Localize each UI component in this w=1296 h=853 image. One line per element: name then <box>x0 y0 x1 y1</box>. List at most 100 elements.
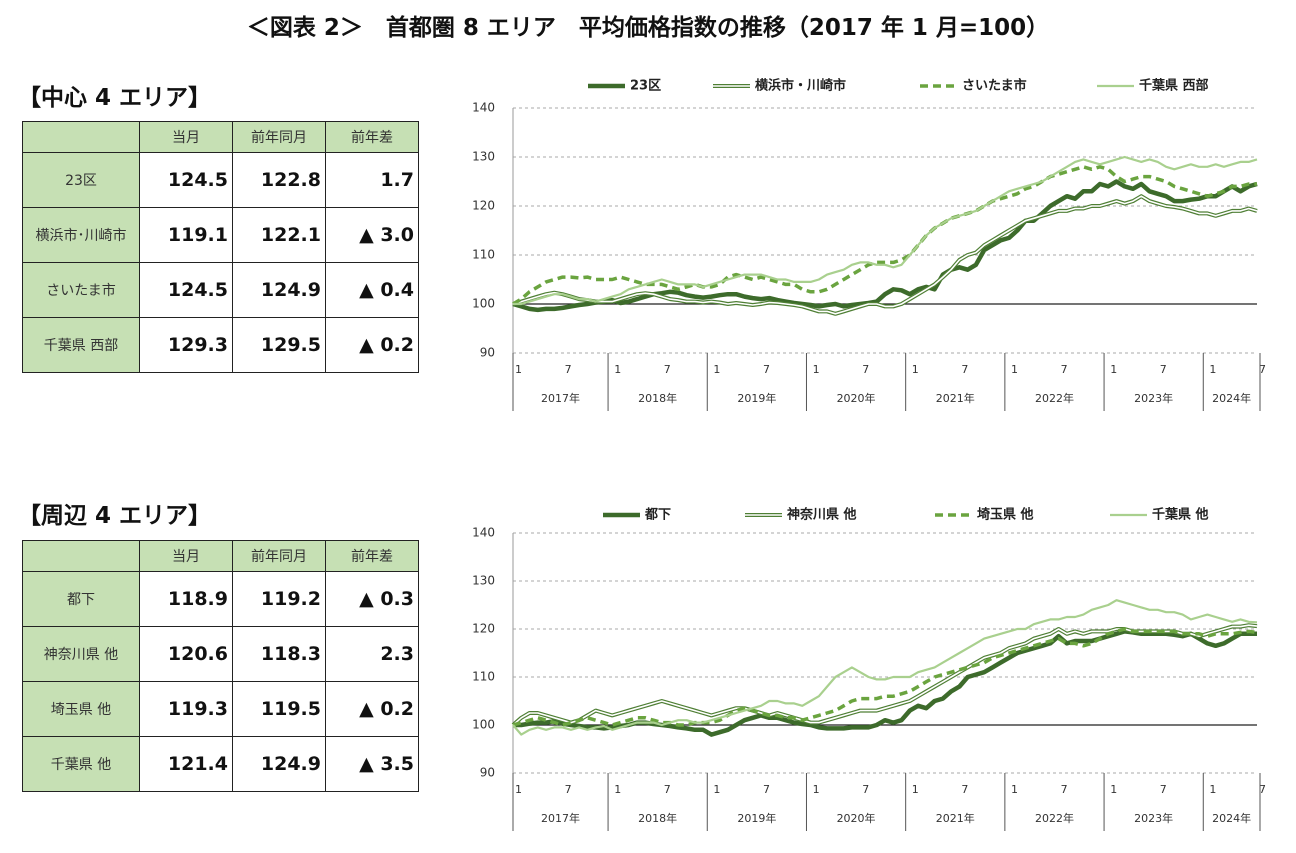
y-tick-label: 130 <box>472 574 495 588</box>
series-line <box>512 627 1258 727</box>
year-label: 2018年 <box>638 391 677 405</box>
cell: ▲ 0.4 <box>325 262 419 318</box>
cell: ▲ 0.3 <box>325 571 419 627</box>
y-tick-label: 110 <box>472 248 495 262</box>
x-tick-label: 7 <box>565 783 572 796</box>
header-cell <box>22 540 140 572</box>
x-tick-label: 1 <box>713 783 720 796</box>
legend-label: 千葉県 西部 <box>1139 78 1209 94</box>
data-table: 当月 前年同月 前年差 都下 118.9 119.2 ▲ 0.3 神奈川県 他 120.6 118… <box>22 540 419 792</box>
y-tick-label: 130 <box>472 150 495 164</box>
cell: 124.9 <box>232 736 326 792</box>
year-label: 2019年 <box>737 391 776 405</box>
row-label: 神奈川県 他 <box>22 626 140 682</box>
year-label: 2021年 <box>936 811 975 825</box>
year-label: 2018年 <box>638 811 677 825</box>
data-table: 当月 前年同月 前年差 23区 124.5 122.8 1.7 横浜市･川崎市 119.1 122… <box>22 121 419 373</box>
y-tick-label: 110 <box>472 670 495 684</box>
y-tick-label: 140 <box>472 101 495 115</box>
x-tick-label: 1 <box>813 363 820 376</box>
x-tick-label: 1 <box>713 363 720 376</box>
table-row: 千葉県 西部 129.3 129.5 ▲ 0.2 <box>22 317 419 373</box>
x-tick-label: 7 <box>763 363 770 376</box>
legend-label: 神奈川県 他 <box>787 507 857 523</box>
x-tick-label: 1 <box>1011 363 1018 376</box>
x-tick-label: 1 <box>912 783 919 796</box>
y-tick-label: 90 <box>480 766 495 780</box>
year-label: 2019年 <box>737 811 776 825</box>
header-cell: 前年差 <box>325 121 419 153</box>
series-line <box>513 629 1257 737</box>
x-tick-label: 7 <box>961 783 968 796</box>
header-cell: 前年差 <box>325 540 419 572</box>
year-label: 2024年 <box>1212 811 1251 825</box>
year-label: 2022年 <box>1035 811 1074 825</box>
x-tick-label: 1 <box>813 783 820 796</box>
x-tick-label: 7 <box>862 783 869 796</box>
cell: ▲ 3.5 <box>325 736 419 792</box>
row-label: 横浜市･川崎市 <box>22 207 140 263</box>
legend-label: 横浜市・川崎市 <box>755 78 846 94</box>
year-label: 2020年 <box>837 391 876 405</box>
year-label: 2024年 <box>1212 391 1251 405</box>
year-label: 2023年 <box>1134 391 1173 405</box>
series-line <box>512 165 1257 306</box>
header-cell: 当月 <box>139 540 233 572</box>
legend-label: 23区 <box>630 79 661 94</box>
x-tick-label: 1 <box>1209 363 1216 376</box>
x-tick-label: 7 <box>1259 783 1266 796</box>
cell: 1.7 <box>325 152 419 208</box>
cell: 124.5 <box>139 262 233 318</box>
x-tick-label: 7 <box>1160 363 1167 376</box>
x-tick-label: 1 <box>1110 363 1117 376</box>
y-tick-label: 90 <box>480 346 495 360</box>
legend-label: 都下 <box>644 507 671 523</box>
cell: 129.3 <box>139 317 233 373</box>
cell: 119.5 <box>232 681 326 737</box>
series-line <box>512 179 1258 313</box>
x-tick-label: 7 <box>1061 363 1068 376</box>
x-tick-label: 7 <box>664 783 671 796</box>
x-tick-label: 1 <box>515 363 522 376</box>
x-tick-label: 1 <box>1011 783 1018 796</box>
table-row: 横浜市･川崎市 119.1 122.1 ▲ 3.0 <box>22 207 419 263</box>
table-row: 神奈川県 他 120.6 118.3 2.3 <box>22 626 419 682</box>
year-label: 2021年 <box>936 391 975 405</box>
x-tick-label: 1 <box>614 363 621 376</box>
table-row: 都下 118.9 119.2 ▲ 0.3 <box>22 571 419 627</box>
cell: 118.9 <box>139 571 233 627</box>
table-row: 埼玉県 他 119.3 119.5 ▲ 0.2 <box>22 681 419 737</box>
y-tick-label: 120 <box>472 199 495 213</box>
x-tick-label: 1 <box>1110 783 1117 796</box>
table-row: さいたま市 124.5 124.9 ▲ 0.4 <box>22 262 419 318</box>
row-label: 千葉県 他 <box>22 736 140 792</box>
x-tick-label: 7 <box>664 363 671 376</box>
header-row: 当月 前年同月 前年差 <box>22 540 419 572</box>
cell: 119.2 <box>232 571 326 627</box>
legend-label: 千葉県 他 <box>1152 507 1209 523</box>
table-row: 23区 124.5 122.8 1.7 <box>22 152 419 208</box>
series-line <box>512 599 1258 736</box>
x-tick-label: 7 <box>1160 783 1167 796</box>
legend-label: さいたま市 <box>962 78 1027 94</box>
row-label: さいたま市 <box>22 262 140 318</box>
cell: 120.6 <box>139 626 233 682</box>
series-line <box>511 623 1258 727</box>
x-tick-label: 7 <box>565 363 572 376</box>
header-cell <box>22 121 140 153</box>
x-tick-label: 1 <box>614 783 621 796</box>
y-tick-label: 100 <box>472 297 495 311</box>
y-tick-label: 100 <box>472 718 495 732</box>
year-label: 2017年 <box>541 811 580 825</box>
cell: 124.5 <box>139 152 233 208</box>
page-title: ＜図表 2＞ 首都圏 8 エリア 平均価格指数の推移（2017 年 1 月=10… <box>246 15 1050 41</box>
cell: 124.9 <box>232 262 326 318</box>
cell: 122.8 <box>232 152 326 208</box>
cell: ▲ 0.2 <box>325 317 419 373</box>
cell: ▲ 0.2 <box>325 681 419 737</box>
cell: ▲ 3.0 <box>325 207 419 263</box>
series-line <box>513 155 1258 306</box>
year-label: 2022年 <box>1035 391 1074 405</box>
